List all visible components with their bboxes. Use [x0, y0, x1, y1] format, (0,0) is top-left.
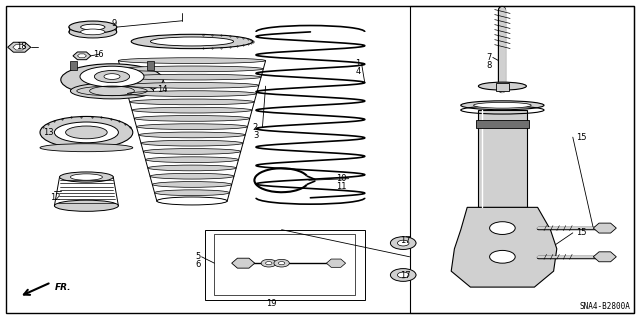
Bar	[410, 6, 634, 313]
Ellipse shape	[150, 37, 234, 46]
Bar	[478, 110, 527, 207]
Text: 9: 9	[112, 19, 117, 28]
Ellipse shape	[157, 197, 227, 205]
Ellipse shape	[148, 165, 236, 171]
Text: 7: 7	[486, 53, 492, 62]
Bar	[496, 83, 509, 91]
Ellipse shape	[104, 74, 120, 79]
Text: 14: 14	[157, 85, 167, 94]
Ellipse shape	[132, 107, 252, 113]
Text: 5: 5	[195, 252, 200, 261]
Ellipse shape	[61, 64, 163, 96]
Ellipse shape	[145, 157, 239, 163]
Bar	[147, 61, 154, 70]
Text: 8: 8	[486, 61, 492, 70]
Text: SNA4-B2800A: SNA4-B2800A	[580, 302, 630, 311]
Text: FR.: FR.	[54, 283, 71, 292]
Ellipse shape	[479, 82, 527, 90]
Ellipse shape	[118, 58, 266, 63]
Text: 6: 6	[195, 260, 200, 269]
Ellipse shape	[152, 182, 232, 187]
Bar	[70, 61, 77, 70]
Ellipse shape	[143, 149, 241, 154]
Text: 11: 11	[336, 182, 346, 191]
Circle shape	[274, 259, 289, 267]
Text: 18: 18	[16, 42, 27, 51]
Ellipse shape	[125, 83, 259, 88]
Bar	[476, 120, 529, 128]
Circle shape	[397, 240, 409, 246]
Circle shape	[261, 259, 276, 267]
Ellipse shape	[139, 132, 245, 138]
Bar	[214, 234, 355, 295]
Ellipse shape	[81, 24, 105, 30]
Ellipse shape	[54, 200, 118, 211]
Text: 15: 15	[576, 228, 586, 237]
Ellipse shape	[69, 26, 117, 38]
Ellipse shape	[81, 29, 105, 35]
Text: 4: 4	[355, 67, 360, 76]
Text: 1: 1	[355, 59, 360, 68]
Ellipse shape	[95, 70, 129, 83]
Text: 3: 3	[253, 131, 258, 140]
Ellipse shape	[123, 74, 261, 80]
Polygon shape	[451, 207, 557, 287]
Ellipse shape	[136, 124, 248, 130]
Ellipse shape	[70, 83, 154, 99]
Ellipse shape	[40, 144, 133, 152]
Text: 17: 17	[400, 271, 411, 280]
Circle shape	[390, 269, 416, 281]
Circle shape	[278, 262, 285, 265]
Text: 19: 19	[266, 299, 276, 308]
Text: 15: 15	[576, 133, 586, 142]
Ellipse shape	[69, 21, 117, 33]
Text: 13: 13	[44, 128, 54, 137]
Text: 10: 10	[336, 174, 346, 183]
Ellipse shape	[474, 102, 531, 108]
Circle shape	[266, 262, 272, 265]
Ellipse shape	[127, 91, 257, 97]
Text: 16: 16	[93, 50, 104, 59]
Text: 12: 12	[50, 193, 60, 202]
Circle shape	[397, 272, 409, 278]
Ellipse shape	[154, 190, 230, 196]
Ellipse shape	[150, 173, 234, 179]
Ellipse shape	[121, 66, 263, 72]
Ellipse shape	[80, 66, 144, 87]
Circle shape	[390, 237, 416, 249]
Ellipse shape	[157, 198, 227, 204]
Text: 2: 2	[253, 123, 258, 132]
Ellipse shape	[461, 101, 544, 110]
Circle shape	[490, 222, 515, 234]
Ellipse shape	[66, 126, 108, 139]
Ellipse shape	[60, 172, 113, 182]
Ellipse shape	[130, 99, 254, 105]
Ellipse shape	[70, 174, 102, 180]
Circle shape	[490, 250, 515, 263]
Text: 17: 17	[400, 236, 411, 245]
Ellipse shape	[54, 122, 118, 143]
Bar	[205, 230, 365, 300]
Ellipse shape	[141, 140, 243, 146]
Ellipse shape	[40, 116, 133, 148]
Ellipse shape	[131, 34, 253, 49]
Ellipse shape	[134, 115, 250, 121]
